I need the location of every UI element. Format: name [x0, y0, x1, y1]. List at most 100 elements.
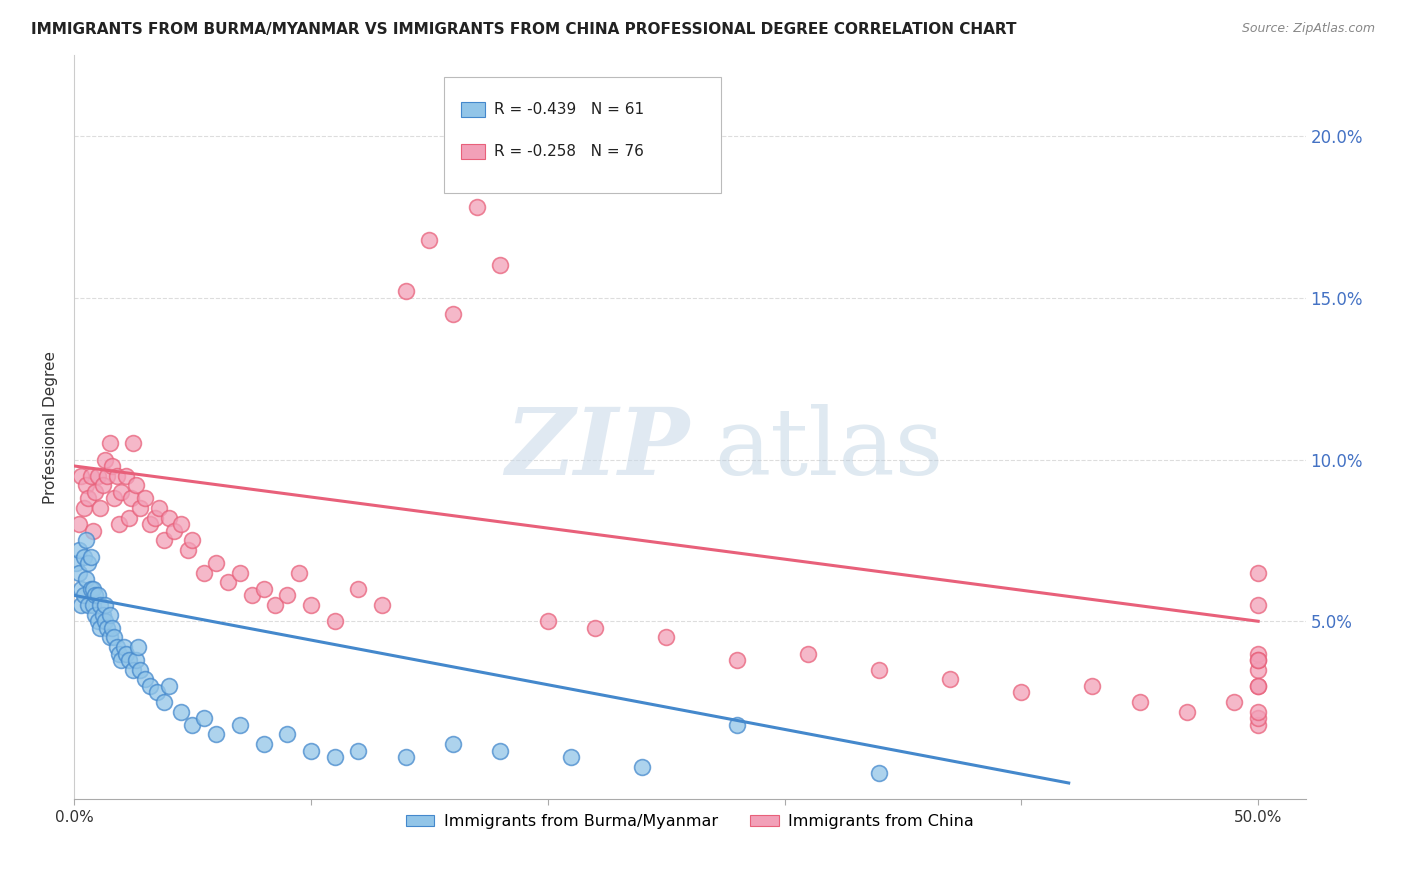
Point [1010, 685, 1032, 699]
Point [65, 556, 87, 570]
Point [70, 582, 93, 596]
Point [323, 614, 346, 628]
Point [101, 458, 124, 473]
Point [169, 705, 191, 719]
Point [1247, 718, 1270, 732]
Point [323, 750, 346, 764]
Point [1247, 647, 1270, 661]
Point [181, 718, 204, 732]
Point [108, 647, 131, 661]
Point [169, 517, 191, 532]
Point [797, 647, 820, 661]
Point [489, 744, 512, 758]
Point [120, 491, 142, 506]
Point [77, 556, 100, 570]
Point [347, 744, 370, 758]
Legend: Immigrants from Burma/Myanmar, Immigrants from China: Immigrants from Burma/Myanmar, Immigrant… [399, 808, 980, 836]
Point [1247, 653, 1270, 667]
Point [122, 663, 145, 677]
Point [868, 663, 890, 677]
Point [143, 510, 166, 524]
Point [75, 533, 97, 548]
Point [77, 491, 100, 506]
Point [939, 673, 962, 687]
Point [157, 679, 180, 693]
Point [110, 484, 132, 499]
Point [89, 598, 111, 612]
Point [67, 543, 90, 558]
Point [193, 711, 215, 725]
Point [205, 727, 228, 741]
Point [67, 517, 90, 532]
Point [96, 621, 118, 635]
Y-axis label: Professional Degree: Professional Degree [44, 351, 58, 504]
Point [84, 484, 107, 499]
Point [394, 285, 416, 299]
Point [371, 598, 394, 612]
Point [1247, 711, 1270, 725]
Text: R = -0.258   N = 76: R = -0.258 N = 76 [494, 145, 644, 160]
Point [229, 718, 252, 732]
Point [217, 575, 239, 590]
Point [181, 533, 204, 548]
Point [177, 543, 200, 558]
Point [94, 452, 117, 467]
Point [631, 760, 654, 774]
Point [72, 501, 94, 516]
Point [441, 737, 464, 751]
Point [98, 631, 121, 645]
Point [115, 468, 138, 483]
Point [205, 556, 228, 570]
Point [89, 501, 111, 516]
Point [70, 598, 93, 612]
Point [75, 572, 97, 586]
Text: ZIP: ZIP [506, 404, 690, 494]
Point [72, 588, 94, 602]
Point [124, 653, 146, 667]
Point [583, 621, 606, 635]
FancyBboxPatch shape [461, 102, 485, 117]
Point [94, 598, 117, 612]
Point [79, 468, 101, 483]
Point [134, 673, 156, 687]
Point [84, 588, 107, 602]
Point [252, 737, 274, 751]
Point [139, 517, 162, 532]
Point [134, 491, 156, 506]
Point [117, 653, 139, 667]
Point [868, 766, 890, 780]
Point [1247, 566, 1270, 580]
Point [87, 588, 110, 602]
Point [129, 663, 152, 677]
Point [82, 582, 104, 596]
Point [112, 640, 135, 654]
Point [1081, 679, 1104, 693]
Point [1247, 663, 1270, 677]
Point [1247, 705, 1270, 719]
Point [139, 679, 162, 693]
Point [127, 640, 149, 654]
Point [70, 468, 93, 483]
Point [560, 750, 582, 764]
Point [725, 718, 748, 732]
Point [67, 566, 90, 580]
Point [105, 640, 128, 654]
Point [146, 685, 169, 699]
Point [129, 501, 152, 516]
Point [162, 524, 184, 538]
Point [101, 621, 124, 635]
Point [276, 727, 298, 741]
Point [110, 653, 132, 667]
Point [489, 259, 512, 273]
Point [153, 695, 176, 709]
Point [82, 524, 104, 538]
Text: IMMIGRANTS FROM BURMA/MYANMAR VS IMMIGRANTS FROM CHINA PROFESSIONAL DEGREE CORRE: IMMIGRANTS FROM BURMA/MYANMAR VS IMMIGRA… [31, 22, 1017, 37]
Point [91, 607, 114, 622]
Point [79, 582, 101, 596]
Point [725, 653, 748, 667]
Point [103, 491, 125, 506]
Point [1247, 653, 1270, 667]
Point [229, 566, 252, 580]
Point [347, 582, 370, 596]
Point [1129, 695, 1152, 709]
